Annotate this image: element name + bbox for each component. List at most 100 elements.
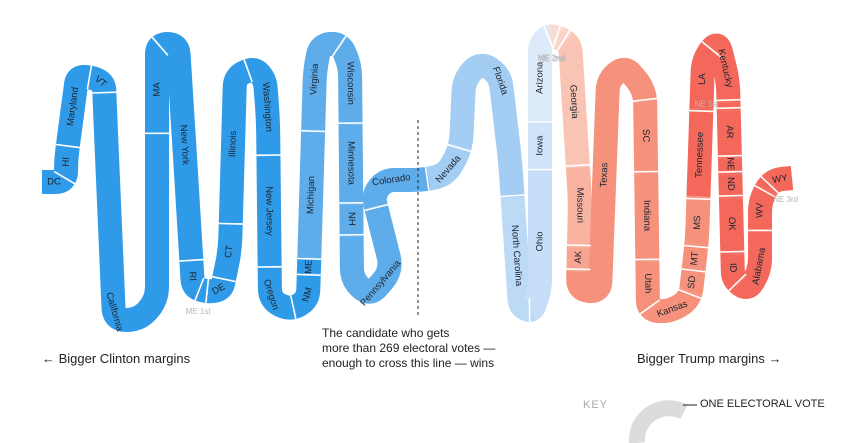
separator-georgia <box>556 29 571 52</box>
state-label-ar: AR <box>724 125 735 139</box>
state-label-ok: OK <box>726 217 737 232</box>
key-unit-arc <box>628 400 688 443</box>
state-label-ne-2nd: NE 2nd <box>539 55 566 64</box>
state-label-me-1st: ME 1st <box>186 307 212 316</box>
state-label-illinois: Illinois <box>227 130 239 157</box>
state-label-arizona: Arizona <box>535 61 546 94</box>
separator-illinois <box>218 222 243 225</box>
separator-ct <box>212 275 236 283</box>
state-label-me-2nd: ME 2nd <box>537 54 565 63</box>
state-label-ma: MA <box>152 82 163 97</box>
separator-la <box>689 109 714 113</box>
state-label-mt: MT <box>689 251 702 266</box>
separator-michigan <box>297 257 322 260</box>
separator-kansas <box>639 299 661 315</box>
state-label-ne-3rd: NE 3rd <box>773 195 798 204</box>
separator-ak <box>566 244 592 247</box>
separator-texas <box>566 268 591 271</box>
separator-tennessee <box>686 197 711 200</box>
state-label-colorado: Colorado <box>372 172 412 188</box>
state-label-la: LA <box>697 72 708 85</box>
separator-wy <box>760 175 779 194</box>
separator-de <box>205 279 210 304</box>
state-label-ms: MS <box>692 215 703 230</box>
snake-segments <box>42 24 794 332</box>
separator-missouri <box>565 163 590 167</box>
separator-me-1st <box>194 277 205 301</box>
separator-ri <box>179 258 204 262</box>
state-label-new-jersey: New Jersey <box>263 186 275 236</box>
separator-ne-2nd <box>551 25 561 50</box>
state-label-north-carolina: North Carolina <box>509 225 524 288</box>
separator-sd <box>678 288 702 300</box>
separator-north-carolina <box>500 194 525 198</box>
threshold-annotation: The candidate who gets more than 269 ele… <box>322 326 522 371</box>
separator-ar <box>716 106 741 110</box>
separator-florida <box>447 143 472 153</box>
separator-sc <box>632 97 657 102</box>
state-label-nh: NH <box>346 212 357 226</box>
state-label-sd: SD <box>686 275 698 290</box>
separator-nevada <box>424 166 430 191</box>
segment-new-york <box>42 24 794 332</box>
annotation-line-1: The candidate who gets <box>322 326 450 340</box>
state-label-virginia: Virginia <box>308 63 321 96</box>
state-label-dc: DC <box>47 177 61 188</box>
state-label-wisconsin: Wisconsin <box>345 62 356 105</box>
state-label-nm: NM <box>300 286 315 303</box>
separator-id <box>720 250 745 253</box>
state-label-me: ME <box>303 260 314 275</box>
annotation-line-3: enough to cross this line — wins <box>322 356 495 370</box>
trump-direction-label: Bigger Trump margins → <box>637 351 782 366</box>
separator-ne-1st <box>716 98 741 102</box>
state-label-ct: CT <box>223 245 236 259</box>
state-label-new-york: New York <box>178 124 191 165</box>
separator-mt <box>681 268 706 273</box>
annotation-line-2: more than 269 electoral votes — <box>322 341 496 355</box>
state-label-ne: NE <box>724 157 735 170</box>
state-label-texas: Texas <box>598 162 610 187</box>
key-title: KEY <box>583 399 609 411</box>
separator-ms <box>684 244 709 249</box>
separator-ne-3rd <box>754 184 777 198</box>
snake-separators <box>53 25 779 323</box>
separator-hi <box>53 170 76 185</box>
separator-washington <box>243 59 253 83</box>
state-label-ne-1st: NE 1st <box>695 100 720 109</box>
state-label-maryland: Maryland <box>65 86 81 126</box>
state-label-tennessee: Tennessee <box>694 132 707 178</box>
state-label-wv: WV <box>754 202 765 218</box>
state-label-sc: SC <box>640 129 651 142</box>
separator-alabama <box>728 273 747 292</box>
key-label: ONE ELECTORAL VOTE <box>700 398 825 410</box>
state-label-hi: HI <box>60 157 71 167</box>
separator-wisconsin <box>331 35 347 57</box>
state-label-nd: ND <box>725 177 736 191</box>
separator-virginia <box>301 130 326 133</box>
state-label-georgia: Georgia <box>567 84 580 119</box>
state-label-indiana: Indiana <box>641 200 652 232</box>
separator-maryland <box>55 143 80 149</box>
separator-vt <box>86 65 93 90</box>
separator-kentucky <box>701 40 722 58</box>
state-label-michigan: Michigan <box>305 176 317 214</box>
state-label-ak: AK <box>573 250 584 264</box>
separator-me-2nd <box>543 25 554 49</box>
state-label-id: ID <box>727 263 738 273</box>
separator-me <box>296 273 321 276</box>
state-label-utah: Utah <box>642 273 653 293</box>
state-label-iowa: Iowa <box>535 135 546 156</box>
state-label-washington: Washington <box>260 82 274 132</box>
segment-colorado <box>42 24 794 332</box>
separator-ok <box>718 194 743 197</box>
state-label-minnesota: Minnesota <box>345 141 356 186</box>
state-label-ohio: Ohio <box>535 231 546 251</box>
separator-nd <box>718 170 743 173</box>
separator-nm <box>289 295 297 320</box>
separator-colorado <box>364 203 388 212</box>
segment-kansas <box>42 24 794 332</box>
state-label-ri: RI <box>187 271 199 281</box>
clinton-direction-label: ← Bigger Clinton margins <box>42 351 191 366</box>
separator-ne <box>717 154 742 157</box>
